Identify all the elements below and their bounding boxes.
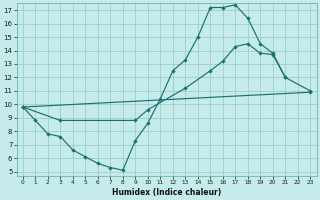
X-axis label: Humidex (Indice chaleur): Humidex (Indice chaleur) [112, 188, 221, 197]
